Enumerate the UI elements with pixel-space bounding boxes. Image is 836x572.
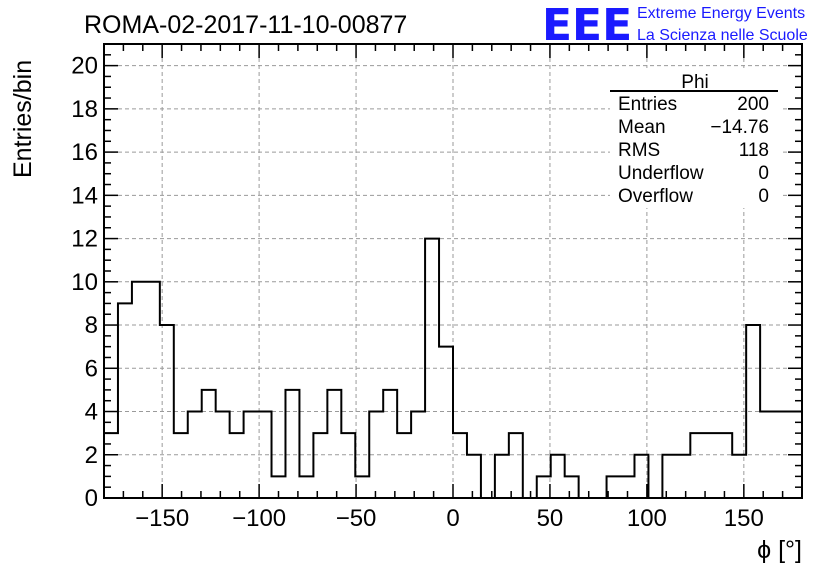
y-tick-label: 18 — [71, 96, 98, 123]
histogram-bin — [355, 476, 369, 498]
logo-line-2: La Scienza nelle Scuole — [637, 27, 808, 44]
stats-label: Mean — [618, 117, 666, 138]
y-tick-label: 6 — [85, 355, 98, 382]
y-tick-label: 16 — [71, 139, 98, 166]
histogram-bin — [174, 433, 188, 498]
histogram-bin — [299, 476, 313, 498]
histogram-bin — [104, 433, 118, 498]
x-tick-labels: −150 −100 −50 0 50 100 150 — [135, 505, 764, 532]
logo-line-1: Extreme Energy Events — [637, 5, 805, 22]
y-tick-label: 0 — [85, 485, 98, 512]
histogram-bin — [788, 412, 802, 498]
x-axis-label: ϕ [°] — [757, 536, 802, 564]
histogram-bin — [662, 455, 676, 498]
x-tick-label: 50 — [537, 505, 564, 532]
stats-label: Underflow — [618, 163, 704, 184]
histogram-bin — [202, 390, 216, 498]
chart-title: ROMA-02-2017-11-10-00877 — [84, 11, 407, 39]
histogram-bin — [718, 433, 732, 498]
histogram-bin — [621, 476, 635, 498]
histogram-bin — [746, 325, 760, 498]
stats-label: RMS — [618, 140, 660, 161]
histogram-bin — [341, 433, 355, 498]
histogram-bin — [327, 390, 341, 498]
stats-box: Phi Entries 200 Mean −14.76 RMS 118 Underflow 0… — [610, 68, 780, 208]
x-tick-label: −150 — [135, 505, 189, 532]
histogram-bin — [313, 433, 327, 498]
histogram-bin — [565, 476, 579, 498]
y-tick-labels: 0 2 4 6 8 10 12 14 16 18 20 — [71, 53, 98, 512]
histogram-bin — [383, 390, 397, 498]
histogram-bin — [272, 476, 286, 498]
stats-value: 200 — [737, 94, 769, 115]
y-tick-label: 2 — [85, 442, 98, 469]
y-axis-label: Entries/bin — [9, 60, 37, 178]
y-tick-label: 4 — [85, 399, 98, 426]
eee-logo-mark: EEE — [542, 0, 632, 51]
histogram-bin — [634, 455, 648, 498]
histogram-bin — [397, 433, 411, 498]
eee-logo: EEE Extreme Energy Events La Scienza nel… — [542, 0, 808, 51]
y-tick-label: 12 — [71, 226, 98, 253]
y-tick-label: 14 — [71, 182, 98, 209]
histogram-bin — [132, 282, 146, 498]
stats-value: −14.76 — [710, 117, 769, 138]
histogram-bin — [495, 455, 509, 498]
y-tick-label: 10 — [71, 269, 98, 296]
stats-value: 118 — [739, 140, 769, 161]
histogram-bin — [230, 433, 244, 498]
x-tick-label: 150 — [724, 505, 764, 532]
stats-value: 0 — [758, 163, 769, 184]
histogram-bin — [188, 412, 202, 498]
stats-label: Overflow — [618, 186, 693, 207]
histogram-bin — [551, 455, 565, 498]
histogram-bin — [453, 433, 467, 498]
histogram-bin — [607, 476, 621, 498]
histogram-bin — [244, 412, 258, 498]
histogram-bin — [258, 412, 272, 498]
histogram-bin — [690, 433, 704, 498]
histogram-bin — [146, 282, 160, 498]
x-tick-label: 100 — [627, 505, 667, 532]
histogram-bin — [285, 390, 299, 498]
x-tick-label: −50 — [336, 505, 377, 532]
histogram-bin — [774, 412, 788, 498]
y-tick-label: 20 — [71, 53, 98, 80]
histogram-bin — [509, 433, 523, 498]
stats-name: Phi — [681, 72, 708, 93]
histogram-bin — [704, 433, 718, 498]
histogram-bin — [732, 455, 746, 498]
x-tick-label: 0 — [446, 505, 459, 532]
histogram-bin — [760, 412, 774, 498]
histogram-bin — [160, 325, 174, 498]
histogram-bin — [216, 412, 230, 498]
x-tick-label: −100 — [232, 505, 286, 532]
histogram-bin — [411, 412, 425, 498]
histogram-bin — [425, 239, 439, 498]
histogram-bin — [369, 412, 383, 498]
stats-value: 0 — [758, 186, 769, 207]
histogram-bin — [439, 347, 453, 498]
histogram-bin — [537, 476, 551, 498]
stats-label: Entries — [618, 94, 677, 115]
histogram-bin — [118, 303, 132, 498]
histogram-bin — [467, 455, 481, 498]
histogram-bin — [676, 455, 690, 498]
y-tick-label: 8 — [85, 312, 98, 339]
